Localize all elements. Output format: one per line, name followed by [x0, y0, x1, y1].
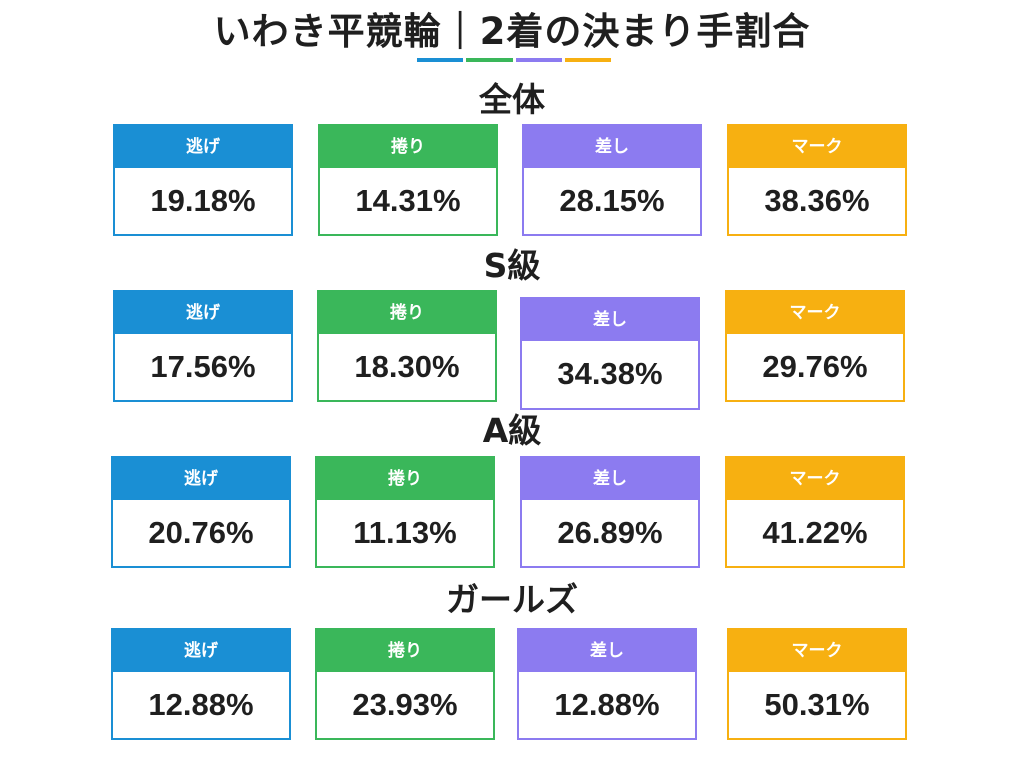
card-value: 41.22% — [762, 515, 868, 550]
card-value: 14.31% — [355, 183, 461, 218]
card-value: 20.76% — [148, 515, 254, 550]
card-label: 捲り — [320, 126, 496, 168]
card-value: 17.56% — [150, 349, 256, 384]
card-a-class-nige: 逃げ 20.76% — [111, 456, 291, 568]
card-value: 11.13% — [353, 515, 457, 550]
card-girls-nige: 逃げ 12.88% — [111, 628, 291, 740]
card-a-class-sashi: 差し 26.89% — [520, 456, 700, 568]
card-label: 逃げ — [115, 126, 291, 168]
card-value: 23.93% — [352, 687, 458, 722]
card-value: 12.88% — [148, 687, 254, 722]
card-overall-mark: マーク 38.36% — [727, 124, 907, 236]
card-label: マーク — [729, 630, 905, 672]
card-value: 26.89% — [557, 515, 663, 550]
card-s-class-nige: 逃げ 17.56% — [113, 290, 293, 402]
card-value: 19.18% — [150, 183, 256, 218]
section-label-s-class: S級 — [483, 246, 541, 285]
card-label: 捲り — [317, 458, 493, 500]
card-value: 12.88% — [554, 687, 660, 722]
underline-orange — [564, 58, 611, 62]
card-label: 差し — [519, 630, 695, 672]
card-label: 逃げ — [113, 630, 289, 672]
card-label: 捲り — [319, 292, 495, 334]
underline-purple — [515, 58, 562, 62]
card-overall-sashi: 差し 28.15% — [522, 124, 702, 236]
card-a-class-mark: マーク 41.22% — [725, 456, 905, 568]
card-a-class-makuri: 捲り 11.13% — [315, 456, 495, 568]
card-value: 38.36% — [764, 183, 870, 218]
section-label-overall: 全体 — [479, 80, 545, 119]
card-value: 34.38% — [557, 356, 663, 391]
card-label: マーク — [727, 458, 903, 500]
card-label: 捲り — [317, 630, 493, 672]
card-overall-makuri: 捲り 14.31% — [318, 124, 498, 236]
card-label: 差し — [522, 458, 698, 500]
section-label-a-class: A級 — [482, 411, 542, 450]
title-underline — [417, 58, 611, 62]
card-label: 逃げ — [113, 458, 289, 500]
card-label: マーク — [727, 292, 903, 334]
card-girls-mark: マーク 50.31% — [727, 628, 907, 740]
page-title: いわき平競輪｜2着の決まり手割合 — [213, 10, 811, 53]
underline-green — [466, 58, 513, 62]
underline-blue — [417, 58, 464, 62]
card-label: マーク — [729, 126, 905, 168]
card-girls-makuri: 捲り 23.93% — [315, 628, 495, 740]
card-s-class-makuri: 捲り 18.30% — [317, 290, 497, 402]
card-value: 29.76% — [762, 349, 868, 384]
card-s-class-sashi: 差し 34.38% — [520, 297, 700, 410]
card-label: 逃げ — [115, 292, 291, 334]
card-label: 差し — [522, 299, 698, 341]
card-value: 28.15% — [559, 183, 665, 218]
card-label: 差し — [524, 126, 700, 168]
card-girls-sashi: 差し 12.88% — [517, 628, 697, 740]
card-s-class-mark: マーク 29.76% — [725, 290, 905, 402]
section-label-girls: ガールズ — [446, 580, 578, 619]
card-overall-nige: 逃げ 19.18% — [113, 124, 293, 236]
card-value: 50.31% — [764, 687, 870, 722]
card-value: 18.30% — [354, 349, 460, 384]
